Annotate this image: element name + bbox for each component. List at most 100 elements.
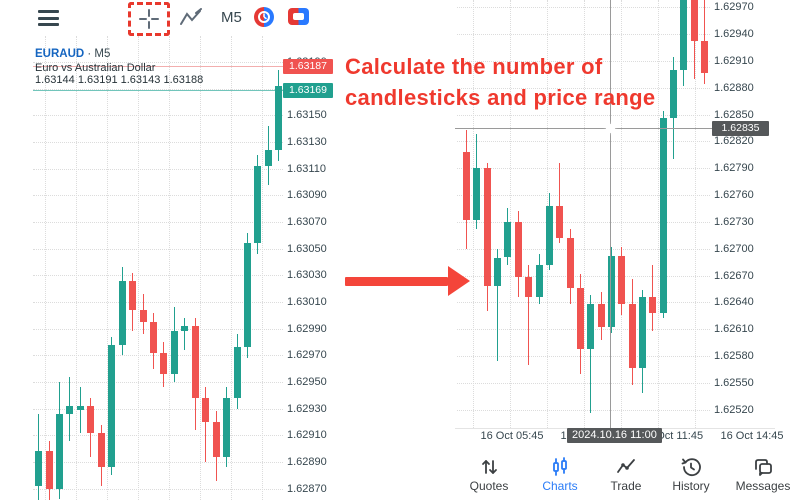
- grid-line: [658, 0, 659, 428]
- crosshair-price-badge: 1.62835: [712, 121, 769, 136]
- price-axis-label: 1.63070: [287, 216, 327, 228]
- trade-line-icon: [617, 459, 635, 473]
- right-chart-area[interactable]: [455, 0, 710, 428]
- indicators-icon[interactable]: [179, 8, 203, 28]
- grid-line: [457, 87, 710, 89]
- candle-body: [514, 221, 522, 278]
- arrow-shaft: [345, 277, 448, 286]
- candle-body: [659, 118, 667, 313]
- candle-body: [35, 451, 42, 486]
- candle-body: [191, 326, 199, 398]
- grid-line: [510, 0, 511, 428]
- left-chart-area[interactable]: [33, 36, 283, 500]
- crosshair-icon[interactable]: [138, 8, 160, 30]
- grid-line: [262, 36, 263, 500]
- candle-body: [160, 352, 168, 374]
- price-axis-label: 1.62820: [714, 135, 754, 148]
- chart-window-icon[interactable]: [288, 8, 309, 25]
- candle-body: [275, 86, 283, 150]
- candle-body: [202, 398, 210, 422]
- grid-line: [33, 88, 283, 90]
- candle-body: [566, 237, 574, 288]
- candle-body: [97, 432, 105, 468]
- price-axis-label: 1.62970: [714, 1, 754, 14]
- nav-item-history[interactable]: History: [653, 456, 729, 493]
- candle-body: [680, 0, 688, 70]
- grid-line: [169, 36, 170, 500]
- price-axis-label: 1.62670: [714, 269, 754, 282]
- candle-body: [212, 422, 220, 457]
- price-axis-label: 1.63110: [287, 162, 326, 175]
- candle-body: [690, 0, 698, 42]
- candle-body: [545, 205, 553, 265]
- grid-line: [457, 61, 710, 62]
- annotation-line2: candlesticks and price range: [345, 85, 656, 110]
- history-clock-icon: [681, 458, 701, 477]
- price-axis-label: 1.62700: [714, 242, 754, 255]
- candle-body: [628, 304, 636, 369]
- candle-body: [525, 277, 533, 297]
- grid-line: [584, 0, 585, 428]
- price-axis-label: 1.63050: [287, 242, 327, 255]
- nav-label: Trade: [610, 479, 642, 493]
- candle-body: [139, 310, 147, 322]
- grid-line: [457, 141, 710, 143]
- price-axis-label: 1.63090: [287, 189, 327, 202]
- grid-line: [457, 195, 710, 196]
- candle-body: [181, 326, 189, 332]
- grid-line: [457, 168, 710, 170]
- candle-wick: [559, 162, 561, 244]
- nav-label: Charts: [542, 479, 578, 493]
- grid-line: [33, 222, 283, 223]
- candle-body: [483, 168, 491, 287]
- nav-item-messages[interactable]: Messages: [725, 456, 800, 493]
- crosshair-highlight-box: [128, 2, 170, 36]
- nav-label: Messages: [735, 479, 791, 493]
- nav-item-quotes[interactable]: Quotes: [451, 456, 527, 493]
- candle-wick: [184, 318, 186, 350]
- grid-line: [457, 34, 710, 36]
- objects-icon[interactable]: [254, 7, 274, 27]
- crosshair-hline: [455, 128, 712, 129]
- candle-body: [66, 406, 74, 414]
- grid-line: [457, 221, 710, 223]
- menu-hamburger-icon[interactable]: [38, 10, 59, 30]
- grid-line: [33, 275, 283, 277]
- candle-wick: [205, 387, 207, 462]
- grid-line: [138, 36, 139, 500]
- grid-line: [33, 382, 283, 383]
- grid-line: [457, 382, 710, 384]
- grid-line: [33, 168, 283, 170]
- candle-body: [129, 280, 137, 310]
- candle-body: [607, 255, 615, 328]
- price-axis-label: 1.62950: [287, 376, 327, 388]
- candle-wick: [497, 248, 499, 362]
- price-axis-label: 1.63010: [287, 296, 327, 308]
- grid-line: [33, 408, 283, 410]
- candle-body: [639, 296, 646, 369]
- time-axis-label: 16 Oct 05:45: [480, 430, 544, 442]
- price-axis-label: 1.63030: [287, 269, 327, 282]
- timeframe-button[interactable]: M5: [221, 9, 242, 26]
- price-axis-label: 1.62730: [714, 215, 754, 228]
- price-axis-label: 1.63130: [287, 136, 327, 148]
- bid-price-badge: 1.63169: [283, 83, 333, 98]
- nav-item-trade[interactable]: Trade: [588, 456, 664, 493]
- price-axis-label: 1.62880: [714, 81, 754, 94]
- candle-body: [87, 406, 95, 433]
- price-axis-label: 1.62990: [287, 322, 327, 335]
- bid-line: [33, 90, 283, 91]
- candle-body: [223, 398, 231, 457]
- grid-line: [457, 248, 710, 250]
- candle-body: [108, 344, 116, 468]
- grid-line: [33, 115, 283, 117]
- candle-body: [670, 69, 677, 119]
- nav-item-charts[interactable]: Charts: [522, 456, 598, 493]
- price-axis-label: 1.62870: [287, 482, 327, 495]
- time-axis-label: 16 Oct 14:45: [720, 430, 784, 442]
- crosshair-time-badge: 2024.10.16 11:00: [567, 428, 662, 443]
- price-axis-label: 1.62930: [287, 402, 327, 415]
- price-axis-label: 1.62910: [714, 55, 754, 67]
- arrow-head-icon: [448, 266, 470, 296]
- price-axis-label: 1.62580: [714, 349, 754, 362]
